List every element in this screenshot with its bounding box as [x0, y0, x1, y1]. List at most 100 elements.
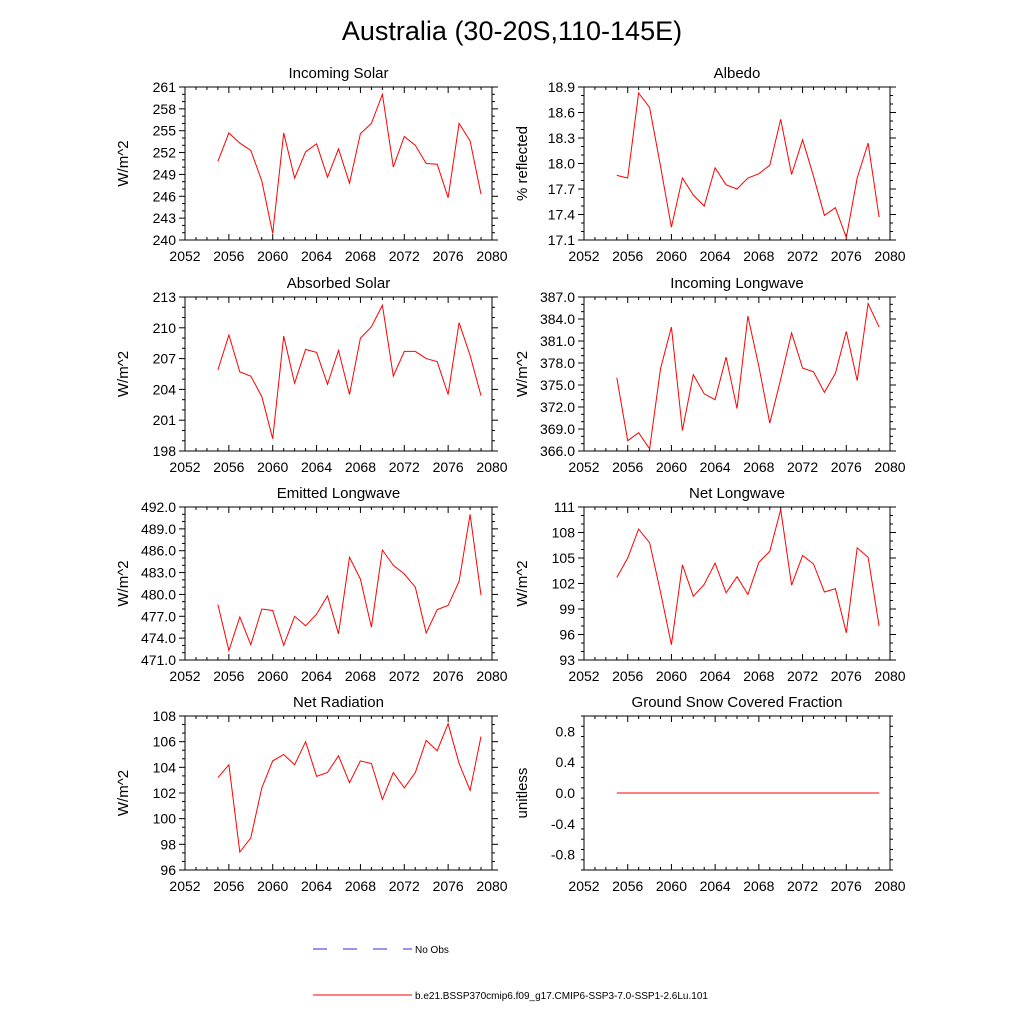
y-tick-label: 102	[153, 785, 177, 801]
panel-3: Incoming Longwave W/m^2 2052 2056 2060 2064 20…	[514, 275, 906, 475]
y-tick-label: 93	[559, 652, 575, 668]
x-tick-label: 2072	[389, 668, 420, 684]
y-tick-label: 477.0	[141, 608, 176, 624]
y-tick-label: 106	[153, 734, 177, 750]
y-tick-label: 201	[153, 412, 177, 428]
series-line	[616, 509, 880, 645]
y-tick-label: 375.0	[540, 377, 575, 393]
y-tick-label: -0.4	[551, 816, 575, 832]
y-tick-label: 0.8	[556, 723, 576, 739]
x-tick-label: 2072	[787, 459, 818, 475]
plot-frame	[184, 296, 493, 452]
y-tick-label: 18.3	[548, 130, 575, 146]
y-tick-label: 17.7	[548, 181, 575, 197]
x-tick-label: 2056	[612, 668, 643, 684]
x-tick-label: 2052	[568, 878, 599, 894]
x-tick-label: 2060	[257, 459, 288, 475]
y-tick-label: 243	[153, 210, 177, 226]
y-tick-label: 108	[153, 708, 177, 724]
y-tick-label: 384.0	[540, 311, 575, 327]
series-line	[616, 91, 880, 240]
y-axis-label: % reflected	[514, 126, 531, 201]
y-tick-label: 17.4	[548, 207, 575, 223]
x-tick-label: 2060	[257, 248, 288, 264]
y-tick-label: 486.0	[141, 543, 176, 559]
y-axis-label: W/m^2	[115, 140, 132, 186]
x-tick-label: 2056	[213, 878, 244, 894]
x-tick-label: 2052	[169, 878, 200, 894]
plot-frame	[184, 506, 493, 661]
panel-title: Incoming Solar	[288, 65, 388, 82]
x-tick-label: 2056	[213, 668, 244, 684]
x-tick-label: 2052	[568, 248, 599, 264]
x-tick-label: 2068	[345, 668, 376, 684]
x-tick-label: 2056	[213, 459, 244, 475]
x-tick-label: 2068	[345, 248, 376, 264]
y-tick-label: 240	[153, 232, 177, 248]
x-tick-label: 2056	[612, 248, 643, 264]
y-tick-label: 249	[153, 166, 177, 182]
x-tick-label: 2064	[301, 248, 332, 264]
x-tick-label: 2060	[257, 878, 288, 894]
panels-group: Incoming Solar W/m^2 2052 2056 2060 2064 2068 2…	[115, 65, 906, 894]
x-tick-label: 2072	[787, 878, 818, 894]
x-tick-label: 2080	[476, 668, 507, 684]
panel-title: Incoming Longwave	[670, 275, 803, 292]
y-axis-label: W/m^2	[514, 560, 531, 606]
figure-title: Australia (30-20S,110-145E)	[341, 16, 683, 46]
y-tick-label: 18.0	[548, 156, 575, 172]
x-tick-label: 2052	[568, 668, 599, 684]
x-tick-label: 2064	[301, 459, 332, 475]
x-tick-label: 2064	[700, 878, 731, 894]
x-tick-label: 2080	[874, 878, 905, 894]
x-tick-label: 2064	[301, 668, 332, 684]
x-tick-label: 2056	[612, 878, 643, 894]
panel-7: Ground Snow Covered Fraction unitless 2052…	[514, 694, 906, 894]
y-tick-label: 0.4	[556, 754, 576, 770]
panel-title: Albedo	[714, 65, 761, 82]
x-tick-label: 2072	[389, 248, 420, 264]
y-axis-label: W/m^2	[115, 351, 132, 397]
y-tick-label: 378.0	[540, 355, 575, 371]
x-tick-label: 2076	[433, 248, 464, 264]
x-tick-label: 2064	[700, 248, 731, 264]
x-tick-label: 2068	[743, 248, 774, 264]
panel-title: Net Radiation	[293, 694, 384, 711]
y-axis-label: W/m^2	[115, 560, 132, 606]
x-tick-label: 2080	[476, 459, 507, 475]
y-tick-label: 471.0	[141, 652, 176, 668]
y-tick-label: 366.0	[540, 443, 575, 459]
y-tick-label: 372.0	[540, 399, 575, 415]
x-tick-label: 2080	[874, 248, 905, 264]
panel-2: Absorbed Solar W/m^2 2052 2056 2060 2064 2068 2…	[115, 275, 508, 475]
x-tick-label: 2064	[700, 459, 731, 475]
y-tick-label: 18.6	[548, 105, 575, 121]
panel-5: Net Longwave W/m^2 2052 2056 2060 2064 2068 207…	[514, 485, 906, 684]
y-tick-label: 104	[153, 759, 177, 775]
x-tick-label: 2072	[389, 878, 420, 894]
x-tick-label: 2056	[612, 459, 643, 475]
x-tick-label: 2056	[213, 248, 244, 264]
x-tick-label: 2076	[433, 668, 464, 684]
y-tick-label: 99	[559, 601, 575, 617]
legend-label-no-obs: No Obs	[415, 945, 449, 956]
x-tick-label: 2060	[257, 668, 288, 684]
y-tick-label: 480.0	[141, 586, 176, 602]
y-tick-label: 96	[559, 627, 575, 643]
x-tick-label: 2076	[831, 878, 862, 894]
legend-label-model: b.e21.BSSP370cmip6.f09_g17.CMIP6-SSP3-7.…	[415, 991, 708, 1002]
y-tick-label: 492.0	[141, 499, 176, 515]
panel-title: Net Longwave	[689, 485, 785, 502]
x-tick-label: 2060	[656, 668, 687, 684]
x-tick-label: 2068	[345, 459, 376, 475]
y-tick-label: 258	[153, 101, 177, 117]
panel-0: Incoming Solar W/m^2 2052 2056 2060 2064 2068 2…	[115, 65, 508, 264]
panel-6: Net Radiation W/m^2 2052 2056 2060 2064 2068 20…	[115, 694, 508, 894]
y-tick-label: 111	[554, 499, 575, 515]
x-tick-label: 2076	[831, 248, 862, 264]
legend: No Obs b.e21.BSSP370cmip6.f09_g17.CMIP6-…	[313, 945, 708, 1002]
series-line	[217, 514, 482, 653]
x-tick-label: 2068	[743, 668, 774, 684]
y-tick-label: 204	[153, 381, 177, 397]
x-tick-label: 2060	[656, 248, 687, 264]
